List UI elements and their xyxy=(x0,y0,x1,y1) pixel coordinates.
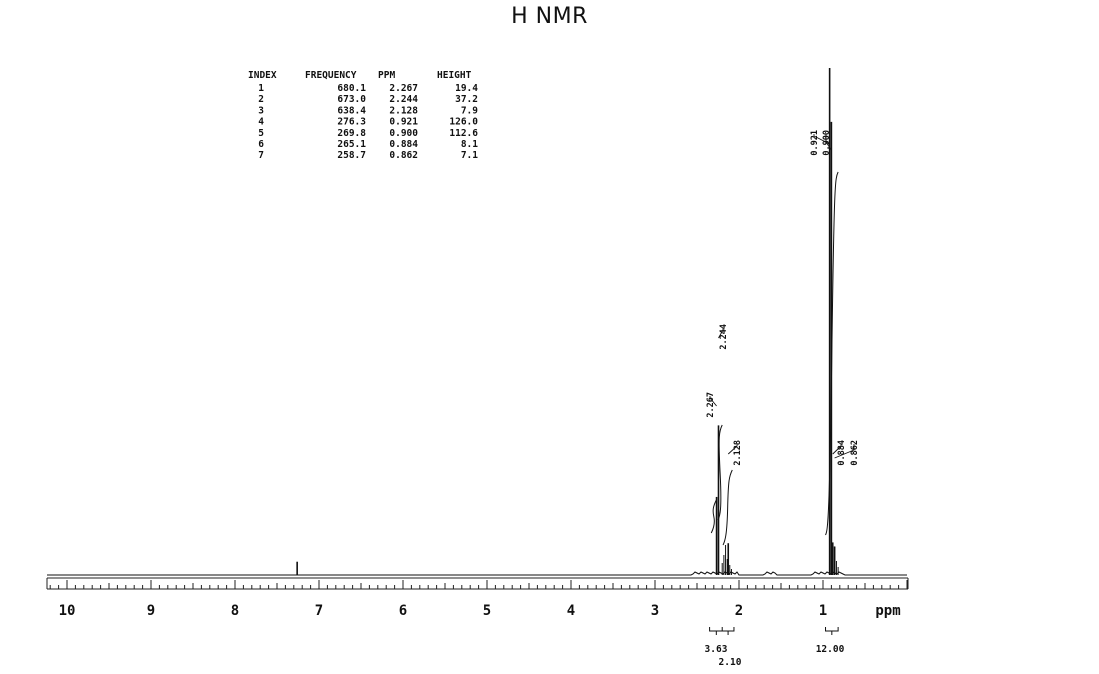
peak-table-header: INDEX xyxy=(248,70,277,81)
peak-table-cell: 276.3 xyxy=(337,117,366,128)
peak-label: 0.884 xyxy=(837,440,847,466)
peak-table-cell: 2.267 xyxy=(389,83,418,94)
spectrum xyxy=(47,68,907,576)
integral-bracket xyxy=(825,627,839,632)
peak-table-cell: 6 xyxy=(258,139,264,150)
peak-label-leader xyxy=(825,134,832,151)
peak-table-cell: 7.1 xyxy=(461,150,478,161)
peak-table-cell: 680.1 xyxy=(337,83,366,94)
peak-table-cell: 1 xyxy=(258,83,264,94)
peak-table-cell: 673.0 xyxy=(337,94,366,105)
peak-table-cell: 2 xyxy=(258,94,264,105)
integral-curve xyxy=(717,424,723,521)
peak-table-cell: 2.128 xyxy=(389,105,418,116)
peak-label: 2.267 xyxy=(706,392,716,418)
x-axis-label: ppm xyxy=(875,603,900,619)
peak-table-cell: 0.921 xyxy=(389,117,418,128)
peak-label-leader xyxy=(834,444,855,459)
integrals: 3.63 2.10 12.00 xyxy=(705,627,845,668)
peak-table-cell: 8.1 xyxy=(461,139,478,150)
peak-table-cell: 0.900 xyxy=(389,128,418,139)
peak-table-header: PPM xyxy=(378,70,395,81)
peak-label: 2.244 xyxy=(719,324,729,350)
chart-title: H NMR xyxy=(511,4,588,29)
x-tick-label: 8 xyxy=(231,603,239,619)
x-tick-label: 10 xyxy=(59,603,76,619)
peak-table-cell: 0.884 xyxy=(389,139,418,150)
peak-label: 0.921 xyxy=(810,130,820,156)
peak-table-cell: 37.2 xyxy=(455,94,478,105)
x-tick-label: 4 xyxy=(567,603,575,619)
peak-table-cell: 4 xyxy=(258,117,264,128)
integral-curve xyxy=(722,469,733,546)
peak-table-cell: 5 xyxy=(258,128,264,139)
peak-table-cell: 126.0 xyxy=(449,117,478,128)
peak-table-cell: 638.4 xyxy=(337,105,366,116)
x-tick-label: 3 xyxy=(651,603,659,619)
x-tick-label: 7 xyxy=(315,603,323,619)
peak-label-leader xyxy=(832,444,842,455)
peak-table-cell: 265.1 xyxy=(337,139,366,150)
baseline xyxy=(47,571,907,576)
peak-table-cell: 258.7 xyxy=(337,150,366,161)
peak-table-cell: 0.862 xyxy=(389,150,418,161)
integral-curve xyxy=(710,499,717,534)
peak-table-cell: 269.8 xyxy=(337,128,366,139)
x-tick-label: 6 xyxy=(399,603,407,619)
peak-label-leader xyxy=(709,396,717,407)
integral-value: 2.10 xyxy=(719,657,742,668)
peak-label: 0.862 xyxy=(850,440,860,466)
peak-label: 2.128 xyxy=(733,440,743,466)
peak-table-cell: 19.4 xyxy=(455,83,478,94)
peak-table-cell: 7 xyxy=(258,150,264,161)
x-tick-label: 2 xyxy=(735,603,743,619)
x-tick-label: 9 xyxy=(147,603,155,619)
integral-curve xyxy=(825,171,839,536)
peak-label-leader xyxy=(718,328,724,339)
peak-table-header: HEIGHT xyxy=(437,70,472,81)
peak-label-leader xyxy=(727,444,738,455)
peak-table-header: FREQUENCY xyxy=(305,70,357,81)
integral-value: 3.63 xyxy=(705,644,728,655)
x-tick-label: 1 xyxy=(819,603,827,619)
peak-table-cell: 3 xyxy=(258,105,264,116)
x-axis: 10 9 8 7 6 5 4 3 2 1 ppm xyxy=(46,577,909,619)
peak-table-cell: 7.9 xyxy=(461,105,478,116)
peak-table-cell: 112.6 xyxy=(449,128,478,139)
peak-table-cell: 2.244 xyxy=(389,94,418,105)
integral-value: 12.00 xyxy=(816,644,845,655)
peak-label-leader xyxy=(813,134,830,145)
x-tick-label: 5 xyxy=(483,603,491,619)
